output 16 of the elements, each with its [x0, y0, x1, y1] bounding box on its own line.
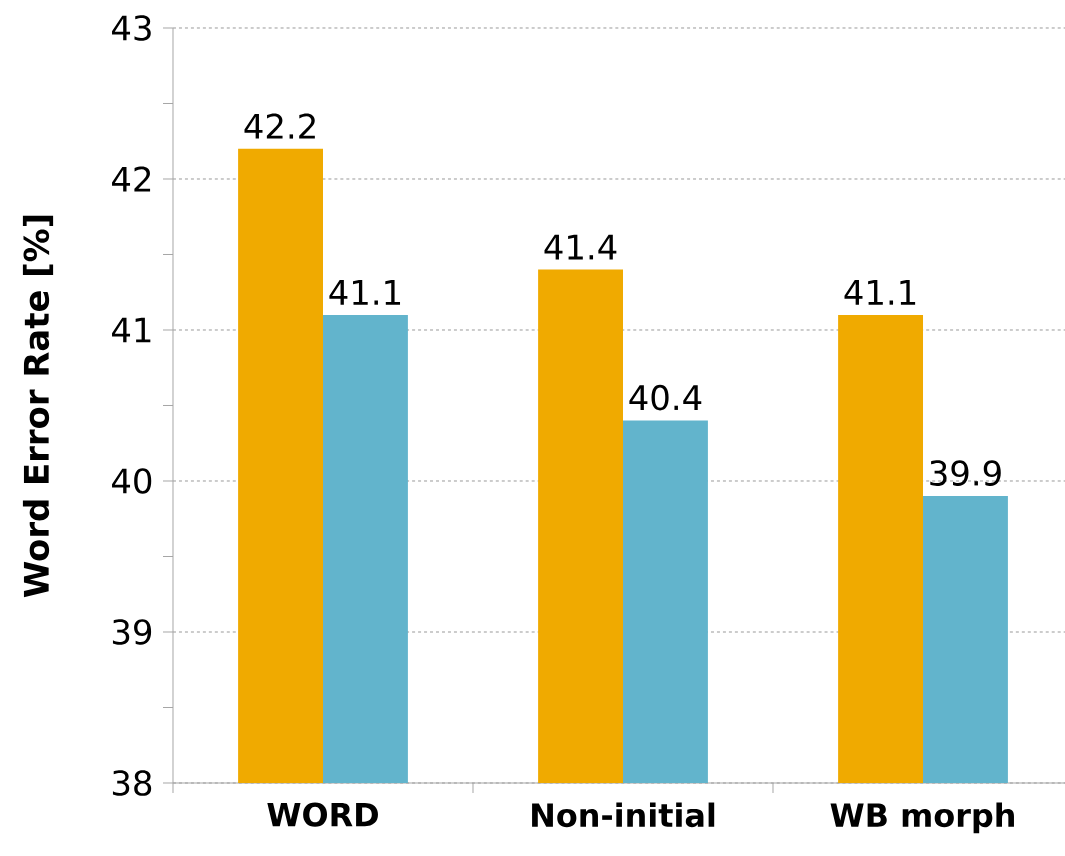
- y-tick-label: 42: [112, 166, 151, 192]
- y-tick-label: 38: [112, 770, 152, 796]
- data-label: 41.1: [844, 280, 916, 305]
- x-tick-label: Non-initial: [532, 802, 715, 828]
- y-tick-label: 40: [112, 468, 152, 494]
- y-tick-label: 43: [112, 15, 151, 41]
- data-label: 39.9: [930, 460, 1001, 486]
- data-label: 41.4: [544, 234, 617, 260]
- x-tick-label: WB morph: [830, 802, 1014, 834]
- y-axis-title: Word Error Rate [%]: [22, 215, 54, 598]
- data-label: 41.1: [329, 280, 401, 305]
- data-label: 42.2: [244, 113, 315, 139]
- y-tick-label: 41: [112, 317, 151, 343]
- data-label: 40.4: [629, 384, 702, 411]
- x-tick-label: WORD: [267, 802, 378, 827]
- y-tick-label: 39: [112, 619, 152, 645]
